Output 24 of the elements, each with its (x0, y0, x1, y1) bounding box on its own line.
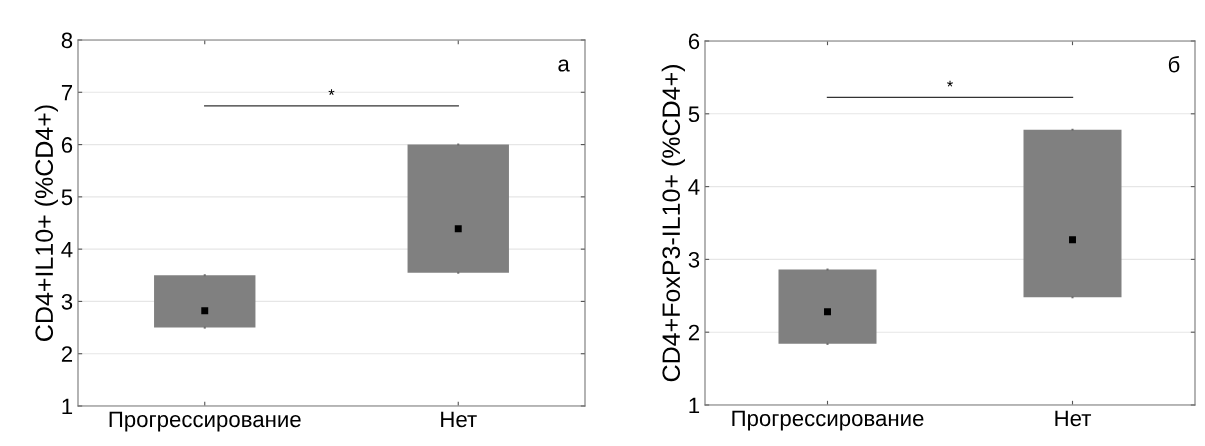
y-tick-label: 1 (62, 398, 73, 415)
annotation: б (1168, 55, 1180, 73)
y-axis-title: CD4+IL10+ (%CD4+) (34, 105, 58, 341)
y-tick-label: 3 (61, 293, 73, 310)
y-tick-label: 5 (61, 189, 73, 206)
y-tick-label: 1 (689, 397, 700, 414)
y-tick-label: 7 (61, 85, 73, 101)
y-tick-label: 2 (688, 324, 700, 341)
annotation: а (558, 59, 570, 72)
y-axis-title: CD4+FoxP3-IL10+ (%CD4+) (661, 65, 685, 382)
y-tick-label: 6 (61, 137, 73, 153)
x-tick-label: Прогрессирование (732, 410, 924, 431)
annotation: * (947, 80, 953, 87)
y-tick-label: 4 (61, 241, 73, 258)
x-tick-label: Прогрессирование (109, 411, 301, 432)
y-tick-label: 2 (61, 346, 73, 362)
y-tick-label: 6 (688, 33, 700, 50)
y-tick-label: 5 (688, 106, 700, 123)
y-tick-label: 3 (688, 251, 700, 268)
annotation: * (328, 89, 335, 95)
y-tick-label: 4 (688, 179, 700, 195)
x-tick-label: Нет (441, 411, 477, 428)
x-tick-label: Нет (1055, 410, 1092, 427)
y-tick-label: 8 (61, 32, 73, 49)
